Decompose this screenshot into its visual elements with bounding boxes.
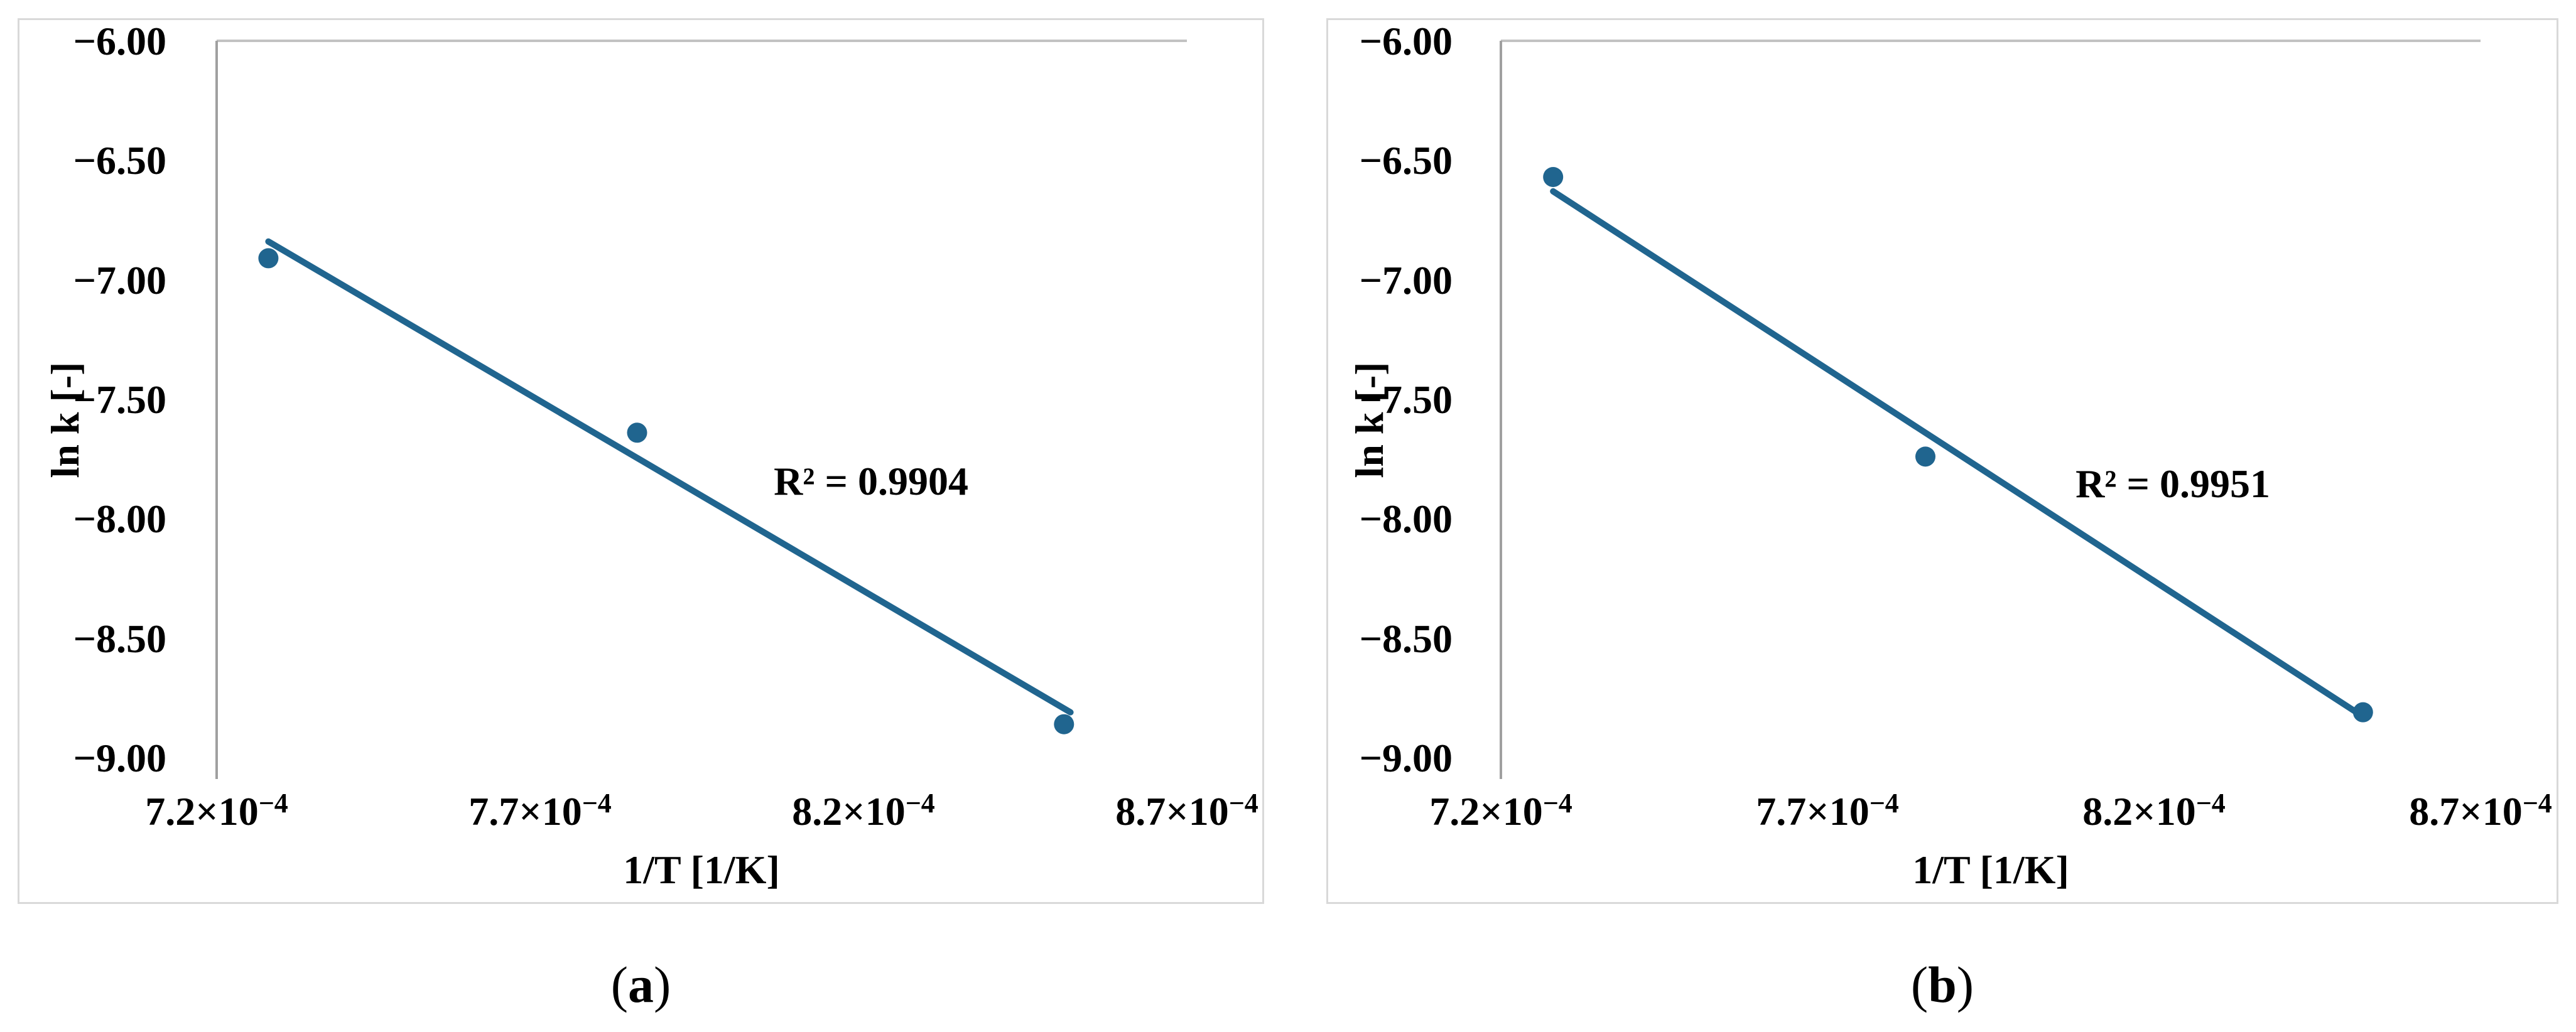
panel-caption-a: (a): [18, 955, 1264, 1014]
y-axis-title: ln k [-]: [1347, 362, 1392, 478]
data-point: [1054, 714, 1074, 734]
y-tick-label: −8.50: [73, 616, 166, 661]
r-squared-annotation: R² = 0.9904: [774, 459, 968, 503]
x-tick-exponent: −4: [1229, 788, 1258, 819]
y-tick-label: −9.00: [73, 736, 166, 780]
y-tick-label: −8.00: [1360, 497, 1453, 541]
x-tick-exponent: −4: [1870, 788, 1899, 819]
x-tick-label: 8.2×10−4: [2082, 788, 2226, 834]
y-tick-label: −8.00: [73, 497, 166, 541]
x-tick-base: 7.7×10: [1756, 789, 1869, 834]
x-tick-label: 8.2×10−4: [792, 788, 935, 834]
data-point: [258, 248, 279, 269]
x-tick-exponent: −4: [259, 788, 288, 819]
caption-paren-open: (: [610, 956, 628, 1013]
caption-letter: b: [1928, 956, 1957, 1013]
x-tick-base: 8.2×10: [792, 789, 905, 834]
caption-letter: a: [628, 956, 654, 1013]
x-axis-title: 1/T [1/K]: [1912, 847, 2069, 892]
y-tick-label: −7.50: [73, 377, 166, 422]
x-tick-label: 8.7×10−4: [2409, 788, 2552, 834]
y-tick-label: −7.50: [1360, 377, 1453, 422]
x-tick-base: 7.2×10: [145, 789, 258, 834]
y-tick-label: −6.00: [1360, 19, 1453, 63]
x-tick-base: 8.7×10: [1115, 789, 1228, 834]
x-tick-label: 7.2×10−4: [145, 788, 288, 834]
data-point: [2352, 702, 2373, 723]
x-tick-base: 8.2×10: [2082, 789, 2195, 834]
x-tick-base: 7.2×10: [1429, 789, 1542, 834]
x-tick-label: 8.7×10−4: [1115, 788, 1258, 834]
x-tick-exponent: −4: [1543, 788, 1572, 819]
x-axis-title: 1/T [1/K]: [623, 847, 780, 892]
y-tick-label: −8.50: [1360, 616, 1453, 661]
y-axis-title: ln k [-]: [43, 362, 87, 478]
trendline: [265, 238, 1074, 716]
arrhenius-chart-b: −6.00 −6.50 −7.00 −7.50 −8.00 −8.50 −9.0…: [1326, 18, 2558, 904]
r-squared-annotation: R² = 0.9951: [2075, 461, 2270, 506]
y-tick-label: −6.00: [73, 19, 166, 63]
data-point: [627, 422, 647, 443]
caption-paren-open: (: [1910, 956, 1929, 1013]
x-tick-exponent: −4: [2196, 788, 2226, 819]
trendline: [1550, 188, 2360, 716]
chart-outer-border: [1326, 18, 2558, 904]
caption-paren-close: ): [654, 956, 671, 1013]
x-tick-exponent: −4: [906, 788, 935, 819]
x-tick-base: 7.7×10: [468, 789, 582, 834]
x-tick-exponent: −4: [582, 788, 612, 819]
x-tick-base: 8.7×10: [2409, 789, 2522, 834]
y-tick-label: −7.00: [1360, 258, 1453, 303]
caption-paren-close: ): [1956, 956, 1974, 1013]
y-tick-label: −9.00: [1360, 736, 1453, 780]
data-point: [1543, 166, 1564, 187]
x-tick-exponent: −4: [2523, 788, 2552, 819]
data-point: [1915, 446, 1935, 467]
x-tick-label: 7.7×10−4: [1756, 788, 1899, 834]
arrhenius-chart-a: −6.00 −6.50 −7.00 −7.50 −8.00 −8.50 −9.0…: [18, 18, 1264, 904]
y-tick-label: −6.50: [1360, 138, 1453, 183]
panel-caption-b: (b): [1326, 955, 2558, 1014]
x-tick-label: 7.7×10−4: [468, 788, 612, 834]
y-tick-label: −7.00: [73, 258, 166, 303]
x-tick-label: 7.2×10−4: [1429, 788, 1572, 834]
y-tick-label: −6.50: [73, 138, 166, 183]
